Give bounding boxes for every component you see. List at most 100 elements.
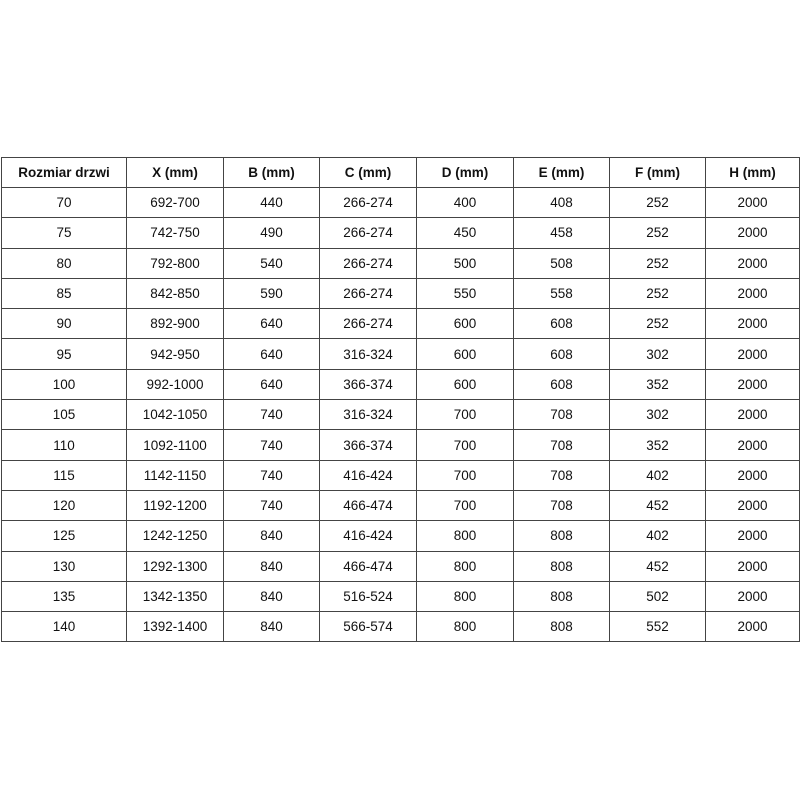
- table-row: 135 1342-1350 840 516-524 800 808 502 2000: [1, 580, 800, 613]
- column-header: B (mm): [223, 157, 320, 188]
- table-row: 120 1192-1200 740 466-474 700 708 452 2000: [1, 489, 800, 522]
- table-row: 100 992-1000 640 366-374 600 608 352 2000: [1, 368, 800, 401]
- column-header: C (mm): [319, 157, 417, 188]
- table-cell: 416-424: [319, 520, 417, 552]
- table-cell: 1392-1400: [126, 611, 224, 643]
- table-row: 90 892-900 640 266-274 600 608 252 2000: [1, 308, 800, 340]
- table-cell: 115: [1, 459, 127, 491]
- table-cell: 2000: [705, 580, 800, 613]
- table-cell: 840: [223, 580, 320, 613]
- column-header: H (mm): [705, 157, 800, 188]
- table-cell: 130: [1, 550, 127, 582]
- table-cell: 90: [1, 308, 127, 340]
- table-cell: 266-274: [319, 247, 417, 279]
- table-cell: 2000: [705, 611, 800, 643]
- table-cell: 2000: [705, 368, 800, 401]
- table-row: 80 792-800 540 266-274 500 508 252 2000: [1, 247, 800, 279]
- table-cell: 2000: [705, 308, 800, 340]
- table-cell: 640: [223, 368, 320, 401]
- table-cell: 552: [609, 611, 706, 643]
- table-cell: 600: [416, 338, 514, 370]
- table-cell: 640: [223, 338, 320, 370]
- table-cell: 740: [223, 489, 320, 522]
- table-cell: 808: [513, 550, 610, 582]
- table-cell: 1342-1350: [126, 580, 224, 613]
- table-cell: 266-274: [319, 308, 417, 340]
- header-row: Rozmiar drzwi X (mm) B (mm) C (mm) D (mm) E (…: [1, 157, 800, 188]
- table-cell: 2000: [705, 520, 800, 552]
- table-cell: 840: [223, 520, 320, 552]
- table-row: 75 742-750 490 266-274 450 458 252 2000: [1, 217, 800, 249]
- table-cell: 608: [513, 338, 610, 370]
- table-cell: 700: [416, 459, 514, 491]
- table-cell: 2000: [705, 338, 800, 370]
- table-cell: 800: [416, 611, 514, 643]
- table-cell: 316-324: [319, 399, 417, 431]
- table-cell: 266-274: [319, 186, 417, 219]
- table-row: 115 1142-1150 740 416-424 700 708 402 2000: [1, 459, 800, 491]
- table-cell: 2000: [705, 550, 800, 582]
- table-cell: 135: [1, 580, 127, 613]
- table-cell: 708: [513, 489, 610, 522]
- table-cell: 600: [416, 308, 514, 340]
- table-cell: 1092-1100: [126, 429, 224, 461]
- table-row: 140 1392-1400 840 566-574 800 808 552 2000: [1, 611, 800, 643]
- column-header: Rozmiar drzwi: [1, 157, 127, 188]
- table-cell: 700: [416, 489, 514, 522]
- table-cell: 70: [1, 186, 127, 219]
- table-row: 95 942-950 640 316-324 600 608 302 2000: [1, 338, 800, 370]
- table-cell: 566-574: [319, 611, 417, 643]
- table-cell: 402: [609, 459, 706, 491]
- table-row: 125 1242-1250 840 416-424 800 808 402 2000: [1, 520, 800, 552]
- table-cell: 942-950: [126, 338, 224, 370]
- table-cell: 440: [223, 186, 320, 219]
- table-cell: 992-1000: [126, 368, 224, 401]
- table-cell: 458: [513, 217, 610, 249]
- table-cell: 266-274: [319, 217, 417, 249]
- column-header: E (mm): [513, 157, 610, 188]
- table-cell: 2000: [705, 247, 800, 279]
- table-cell: 500: [416, 247, 514, 279]
- table-row: 85 842-850 590 266-274 550 558 252 2000: [1, 277, 800, 310]
- table-cell: 742-750: [126, 217, 224, 249]
- table-cell: 316-324: [319, 338, 417, 370]
- table-cell: 508: [513, 247, 610, 279]
- table-cell: 252: [609, 217, 706, 249]
- table-cell: 2000: [705, 217, 800, 249]
- table-cell: 800: [416, 580, 514, 613]
- table-cell: 808: [513, 611, 610, 643]
- table-cell: 266-274: [319, 277, 417, 310]
- table-cell: 110: [1, 429, 127, 461]
- table-cell: 366-374: [319, 368, 417, 401]
- table-cell: 808: [513, 580, 610, 613]
- table-cell: 1042-1050: [126, 399, 224, 431]
- table-cell: 452: [609, 489, 706, 522]
- table-cell: 1142-1150: [126, 459, 224, 491]
- table-cell: 800: [416, 520, 514, 552]
- table-cell: 252: [609, 308, 706, 340]
- table-cell: 466-474: [319, 489, 417, 522]
- table-cell: 85: [1, 277, 127, 310]
- table-cell: 125: [1, 520, 127, 552]
- table-cell: 95: [1, 338, 127, 370]
- table-cell: 892-900: [126, 308, 224, 340]
- table-cell: 558: [513, 277, 610, 310]
- table-cell: 808: [513, 520, 610, 552]
- table-cell: 120: [1, 489, 127, 522]
- column-header: X (mm): [126, 157, 224, 188]
- table-cell: 708: [513, 429, 610, 461]
- column-header: F (mm): [609, 157, 706, 188]
- table-cell: 540: [223, 247, 320, 279]
- table-cell: 75: [1, 217, 127, 249]
- table-cell: 550: [416, 277, 514, 310]
- table-cell: 402: [609, 520, 706, 552]
- table-cell: 2000: [705, 277, 800, 310]
- table-cell: 840: [223, 550, 320, 582]
- table-cell: 590: [223, 277, 320, 310]
- table-cell: 252: [609, 277, 706, 310]
- table-cell: 502: [609, 580, 706, 613]
- table-cell: 366-374: [319, 429, 417, 461]
- table-cell: 740: [223, 459, 320, 491]
- table-cell: 2000: [705, 399, 800, 431]
- table-cell: 2000: [705, 459, 800, 491]
